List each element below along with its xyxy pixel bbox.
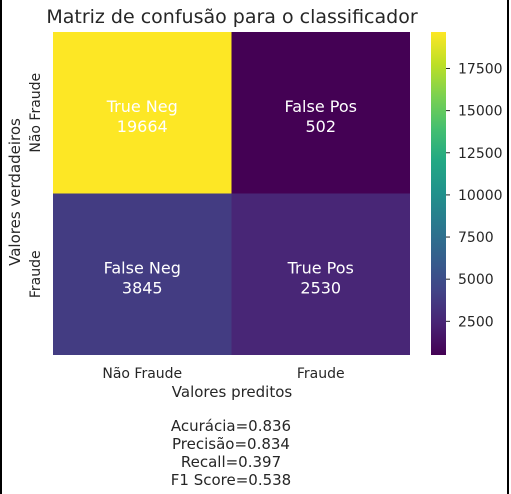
metrics-summary: Acurácia=0.836 Precisão=0.834 Recall=0.3… bbox=[131, 417, 331, 489]
recall-metric: Recall=0.397 bbox=[180, 453, 282, 471]
cell-label: True Neg bbox=[106, 97, 178, 116]
cell-false-neg bbox=[53, 193, 232, 355]
colorbar bbox=[431, 32, 446, 355]
cell-label: True Pos bbox=[287, 258, 354, 277]
colorbar-tick-label: 5000 bbox=[458, 272, 494, 288]
y-tick-labels: Não Fraude Fraude bbox=[28, 73, 44, 298]
y-axis-label: Valores verdadeiros bbox=[6, 118, 24, 266]
cell-true-pos bbox=[231, 193, 410, 355]
y-tick-label: Não Fraude bbox=[28, 73, 44, 153]
colorbar-tick-label: 12500 bbox=[458, 146, 503, 162]
f1-score-metric: F1 Score=0.538 bbox=[170, 471, 292, 489]
cell-label: False Pos bbox=[285, 97, 357, 116]
colorbar-tick-label: 10000 bbox=[458, 188, 503, 204]
x-axis-label: Valores preditos bbox=[172, 383, 293, 401]
cell-value: 19664 bbox=[117, 117, 168, 136]
cell-value: 2530 bbox=[300, 278, 341, 297]
cell-false-pos bbox=[231, 32, 410, 194]
precision-metric: Precisão=0.834 bbox=[172, 435, 290, 453]
cell-label: False Neg bbox=[104, 258, 181, 277]
y-tick-label: Fraude bbox=[28, 250, 44, 298]
x-tick-label: Não Fraude bbox=[102, 366, 182, 382]
colorbar-ticks: 2500 5000 7500 10000 12500 15000 17500 bbox=[446, 61, 503, 330]
accuracy-metric: Acurácia=0.836 bbox=[170, 417, 292, 435]
x-tick-labels: Não Fraude Fraude bbox=[102, 366, 344, 382]
colorbar-tick-label: 7500 bbox=[458, 230, 494, 246]
cell-value: 3845 bbox=[122, 278, 163, 297]
cell-true-neg bbox=[53, 32, 232, 194]
colorbar-tick-label: 15000 bbox=[458, 104, 503, 120]
cell-value: 502 bbox=[305, 117, 336, 136]
colorbar-tick-label: 17500 bbox=[458, 61, 503, 77]
chart-title: Matriz de confusão para o classificador bbox=[46, 6, 417, 28]
colorbar-tick-label: 2500 bbox=[458, 314, 494, 330]
x-tick-label: Fraude bbox=[297, 366, 345, 382]
